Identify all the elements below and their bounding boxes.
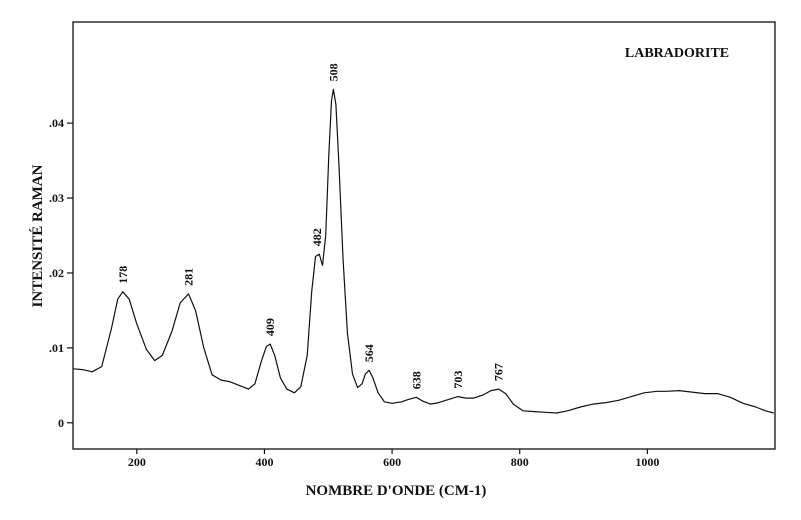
peak-label: 409	[263, 318, 277, 336]
peak-label: 281	[182, 268, 196, 286]
y-tick-label: .03	[49, 191, 64, 205]
x-tick-label: 1000	[635, 455, 659, 469]
y-tick-label: 0	[58, 416, 64, 430]
plot-frame	[72, 21, 776, 450]
peak-label: 638	[409, 371, 423, 389]
x-tick-label: 400	[255, 455, 273, 469]
y-tick-label: .01	[49, 341, 64, 355]
peak-label: 508	[326, 63, 340, 81]
x-axis-ticks: 200 400 600 800 1000	[128, 449, 659, 469]
x-tick-label: 200	[128, 455, 146, 469]
y-axis-ticks: 0 .01 .02 .03 .04	[49, 116, 73, 430]
y-axis-title: INTENSITÉ RAMAN	[29, 164, 46, 307]
x-tick-label: 600	[383, 455, 401, 469]
x-tick-label: 800	[511, 455, 529, 469]
peak-label: 767	[492, 363, 506, 381]
peak-label: 482	[310, 228, 324, 246]
y-tick-label: .04	[49, 116, 64, 130]
spectrum-line	[72, 88, 774, 414]
peak-label: 703	[451, 371, 465, 389]
y-tick-label: .02	[49, 266, 64, 280]
x-axis-title: NOMBRE D'ONDE (CM-1)	[306, 483, 487, 499]
peak-labels: 178 281 409 482 508 564 638 703 767	[116, 63, 506, 389]
chart-title: LABRADORITE	[625, 46, 729, 61]
peak-label: 178	[116, 266, 130, 284]
peak-label: 564	[362, 344, 376, 362]
